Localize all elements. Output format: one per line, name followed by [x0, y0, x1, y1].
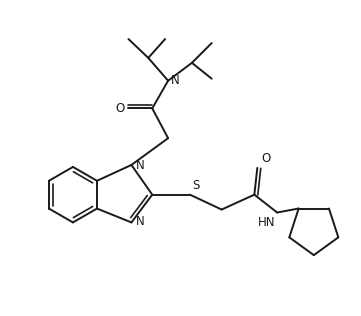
Text: N: N: [135, 215, 144, 228]
Text: O: O: [115, 102, 125, 115]
Text: O: O: [261, 152, 270, 165]
Text: N: N: [171, 74, 180, 87]
Text: HN: HN: [258, 216, 275, 229]
Text: S: S: [192, 179, 199, 192]
Text: N: N: [135, 160, 144, 173]
